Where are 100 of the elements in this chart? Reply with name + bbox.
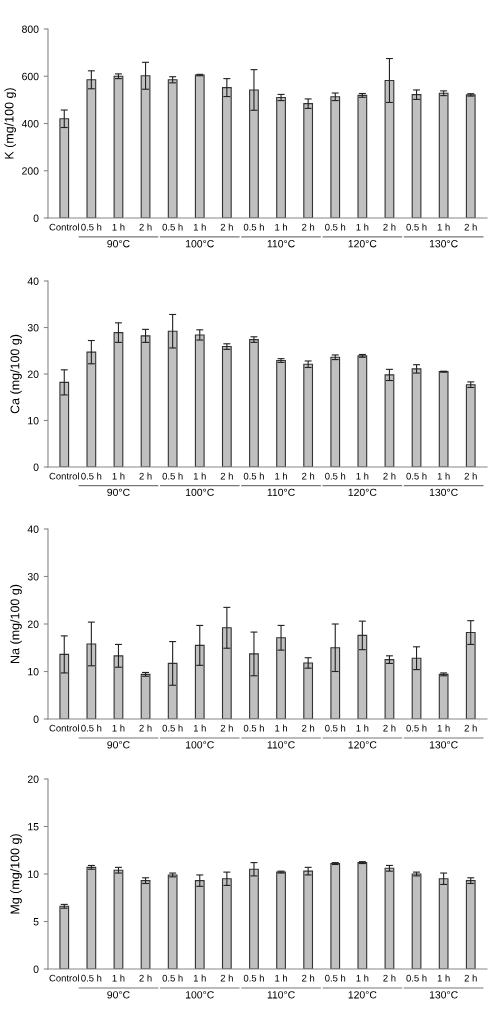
y-tick-label: 20 — [27, 370, 39, 378]
bar — [276, 637, 286, 719]
bar — [330, 647, 341, 719]
bar — [465, 631, 476, 719]
y-tick-label: 0 — [33, 715, 39, 723]
text: 130°C — [429, 991, 458, 999]
x-tick-label: 0.5 h — [406, 724, 427, 732]
bar — [113, 869, 124, 969]
text: 110°C — [267, 240, 295, 248]
x-tick-label: 2 h — [464, 223, 477, 231]
y-tick-label: 0 — [33, 214, 39, 222]
x-tick-label: 0.5 h — [325, 724, 346, 732]
x-tick-label: 2 h — [139, 223, 152, 231]
bar — [113, 75, 124, 218]
bar — [113, 332, 124, 467]
bar — [140, 75, 151, 218]
bar — [59, 118, 70, 218]
x-tick-label: 0.5 h — [243, 223, 264, 231]
x-tick-label: Control — [49, 974, 79, 982]
y-axis-title: K (mg/100 g) — [4, 88, 17, 159]
bar — [194, 644, 205, 719]
x-tick-label: 0.5 h — [243, 974, 264, 982]
x-tick-label: 1 h — [437, 724, 450, 732]
x-tick-label: 0.5 h — [81, 472, 102, 480]
x-tick-label: 2 h — [139, 974, 152, 982]
bar — [249, 868, 259, 969]
text: 130°C — [429, 240, 458, 248]
x-tick-label: 2 h — [464, 472, 477, 480]
x-tick-label: 0.5 h — [325, 974, 346, 982]
bar — [411, 94, 422, 218]
x-tick-label: 2 h — [139, 472, 152, 480]
y-tick-label: 5 — [33, 918, 39, 926]
bar — [140, 673, 151, 719]
y-tick-label: 200 — [22, 167, 39, 175]
x-tick-label: 1 h — [437, 472, 450, 480]
bar — [59, 381, 70, 467]
y-tick-label: 15 — [28, 823, 39, 831]
bar — [357, 94, 368, 218]
text: 100°C — [186, 240, 214, 248]
y-tick-label: 400 — [21, 120, 39, 128]
bar — [465, 880, 476, 969]
bar — [167, 874, 178, 969]
bar — [411, 873, 422, 969]
x-tick-label: 0.5 h — [162, 472, 183, 480]
bar — [357, 634, 368, 719]
bar — [221, 346, 232, 467]
x-tick-label: 1 h — [275, 472, 287, 480]
text: 90°C — [107, 991, 130, 999]
bar — [86, 79, 97, 218]
x-tick-label: 1 h — [193, 472, 206, 480]
x-tick-label: 1 h — [112, 472, 125, 480]
y-axis-title: Ca (mg/100 g) — [10, 334, 22, 414]
bar — [221, 627, 232, 719]
bar — [221, 878, 232, 969]
bar — [384, 374, 395, 467]
x-tick-label: 2 h — [383, 472, 396, 480]
text: 120°C — [348, 240, 377, 248]
bar — [384, 659, 395, 719]
x-tick-label: 2 h — [383, 223, 396, 231]
text: 130°C — [429, 488, 458, 497]
y-tick-label: 0 — [33, 965, 39, 973]
x-tick-label: 1 h — [356, 472, 369, 480]
bar — [59, 905, 70, 969]
bar — [276, 96, 286, 218]
text: 90°C — [107, 240, 130, 248]
y-tick-label: 800 — [22, 25, 39, 33]
y-axis-title: Mg (mg/100 g) — [10, 834, 22, 914]
bar — [384, 867, 395, 969]
x-tick-label: 1 h — [112, 724, 125, 732]
x-tick-label: 2 h — [302, 724, 315, 732]
text: 100°C — [186, 488, 214, 497]
x-tick-label: 1 h — [193, 223, 206, 231]
bar — [330, 96, 341, 218]
y-tick-label: 10 — [28, 417, 39, 425]
bar — [221, 87, 232, 218]
x-tick-label: 0.5 h — [81, 223, 102, 231]
x-tick-label: 0.5 h — [81, 724, 102, 732]
text: 90°C — [107, 741, 130, 749]
x-tick-label: 1 h — [356, 223, 369, 231]
x-tick-label: 0.5 h — [406, 472, 427, 480]
x-tick-label: 0.5 h — [406, 223, 427, 231]
x-tick-label: 0.5 h — [325, 472, 346, 480]
x-tick-label: 2 h — [383, 724, 396, 732]
bar — [113, 655, 124, 719]
bar — [357, 355, 368, 467]
bar — [384, 79, 395, 218]
x-tick-label: 2 h — [220, 724, 233, 732]
bar — [249, 89, 259, 218]
bar — [140, 335, 151, 467]
bar — [438, 878, 449, 969]
x-tick-label: 0.5 h — [81, 974, 102, 982]
x-tick-label: 1 h — [437, 223, 450, 231]
x-tick-label: 0.5 h — [325, 223, 346, 231]
x-tick-label: Control — [49, 724, 79, 732]
bar — [330, 862, 341, 969]
x-tick-label: 1 h — [112, 223, 125, 231]
x-tick-label: 2 h — [302, 974, 315, 982]
x-tick-label: 1 h — [112, 974, 125, 982]
bar — [303, 363, 314, 467]
x-tick-label: 2 h — [464, 974, 477, 982]
